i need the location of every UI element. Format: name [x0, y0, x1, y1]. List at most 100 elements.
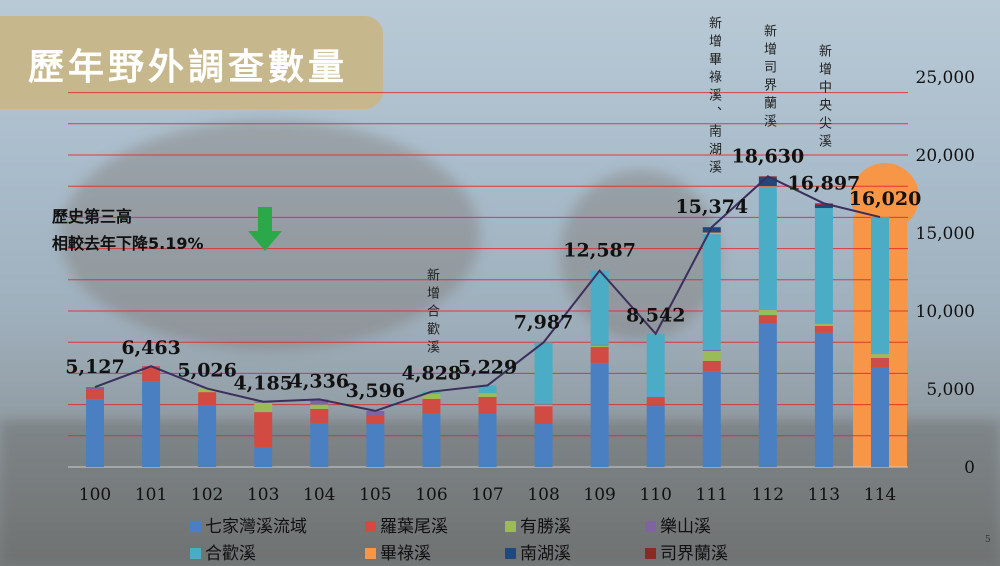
bar-segment-110 — [646, 396, 665, 399]
bar-segment-105 — [366, 410, 385, 416]
data-label: 7,987 — [514, 311, 574, 333]
bar-segment-112 — [758, 310, 777, 316]
legend-item: 七家灣溪流域 — [190, 512, 365, 537]
x-tick-label: 106 — [415, 485, 447, 505]
bar-segment-101 — [142, 381, 161, 467]
bar-segment-111 — [702, 232, 721, 235]
bar-segment-103 — [254, 447, 273, 467]
legend-item: 有勝溪 — [505, 512, 645, 537]
x-tick-label: 108 — [527, 485, 559, 505]
x-tick-label: 100 — [79, 485, 111, 505]
bar-segment-107 — [478, 393, 497, 397]
y-tick-label: 20,000 — [916, 146, 975, 166]
legend-swatch — [505, 548, 516, 559]
x-tick-label: 105 — [359, 485, 391, 505]
page-title: 歷年野外調查數量 — [28, 47, 349, 88]
legend-item: 司界蘭溪 — [645, 539, 805, 564]
y-tick-label: 0 — [964, 458, 975, 478]
legend-swatch — [365, 548, 376, 559]
bar-segment-113 — [814, 325, 833, 333]
legend-label: 合歡溪 — [205, 544, 256, 564]
bar-segment-107 — [478, 396, 497, 414]
data-label: 4,336 — [290, 370, 350, 392]
bar-segment-102 — [198, 405, 217, 467]
bar-segment-101 — [142, 366, 161, 382]
bar-segment-104 — [310, 399, 329, 405]
bar-segment-111 — [702, 350, 721, 361]
x-tick-label: 102 — [191, 485, 223, 505]
bar-segment-110 — [646, 398, 665, 407]
bar-segment-111 — [702, 350, 721, 351]
data-label: 12,587 — [563, 240, 636, 262]
legend-swatch — [645, 521, 656, 532]
x-tick-label: 109 — [583, 485, 615, 505]
legend-item: 樂山溪 — [645, 512, 805, 537]
data-label: 18,630 — [731, 145, 804, 167]
bar-segment-103 — [254, 402, 273, 413]
bar-segment-111 — [702, 234, 721, 350]
bar-segment-109 — [590, 347, 609, 363]
bar-segment-104 — [310, 404, 329, 409]
data-label: 5,127 — [65, 356, 125, 378]
bar-segment-107 — [478, 413, 497, 467]
bar-segment-113 — [814, 323, 833, 326]
bar-segment-113 — [814, 204, 833, 209]
data-label: 16,897 — [788, 172, 861, 194]
bar-segment-114 — [870, 217, 889, 355]
bar-segment-114 — [870, 354, 889, 358]
legend-label: 羅葉尾溪 — [380, 517, 448, 537]
bar-segment-114 — [870, 367, 889, 467]
data-label: 6,463 — [121, 337, 181, 359]
note-112: 新增司界蘭溪 — [761, 24, 776, 132]
legend-label: 有勝溪 — [520, 517, 571, 537]
legend-swatch — [190, 521, 201, 532]
legend-label: 樂山溪 — [660, 517, 711, 537]
x-tick-label: 103 — [247, 485, 279, 505]
legend-swatch — [190, 548, 201, 559]
x-tick-label: 114 — [864, 485, 896, 505]
bar-segment-109 — [590, 362, 609, 467]
total-line — [94, 175, 881, 412]
page-number: 5 — [985, 535, 991, 545]
bar-segment-109 — [590, 345, 609, 348]
x-tick-label: 101 — [135, 485, 167, 505]
legend-item: 畢祿溪 — [365, 539, 505, 564]
legend-swatch — [505, 521, 516, 532]
data-label: 15,374 — [675, 196, 748, 218]
background-fish — [560, 170, 720, 340]
legend-item: 南湖溪 — [505, 539, 645, 564]
bar-segment-112 — [758, 177, 777, 187]
bar-segment-103 — [254, 412, 273, 448]
y-tick-label: 25,000 — [916, 68, 975, 88]
title-banner — [0, 16, 383, 109]
x-tick-label: 104 — [303, 485, 335, 505]
bar-segment-112 — [758, 315, 777, 324]
bar-segment-104 — [310, 408, 329, 424]
annotation-line2: 相較去年下降5.19% — [52, 234, 204, 253]
y-tick-label: 10,000 — [916, 302, 975, 322]
x-tick-label: 107 — [471, 485, 503, 505]
bar-segment-108 — [534, 423, 553, 467]
data-label: 4,185 — [233, 373, 293, 395]
bar-segment-102 — [198, 388, 217, 393]
note-113: 新增中央尖溪 — [816, 44, 831, 152]
bar-segment-114 — [870, 357, 889, 368]
bar-segment-113 — [814, 332, 833, 467]
bar-segment-111 — [702, 360, 721, 372]
x-tick-label: 111 — [696, 485, 728, 505]
y-tick-label: 5,000 — [926, 380, 975, 400]
bar-segment-111 — [702, 227, 721, 233]
legend-swatch — [645, 548, 656, 559]
x-tick-label: 113 — [808, 485, 840, 505]
bar-segment-100 — [86, 387, 104, 389]
background-rocks — [0, 420, 1000, 566]
data-label: 5,229 — [458, 356, 518, 378]
bar-segment-109 — [590, 270, 609, 345]
annotation-line1: 歷史第三高 — [52, 207, 133, 226]
bar-segment-105 — [366, 415, 385, 425]
bar-segment-100 — [86, 389, 104, 400]
bar-segment-112 — [758, 323, 777, 467]
bar-segment-108 — [534, 404, 553, 407]
data-label: 5,026 — [177, 360, 237, 382]
